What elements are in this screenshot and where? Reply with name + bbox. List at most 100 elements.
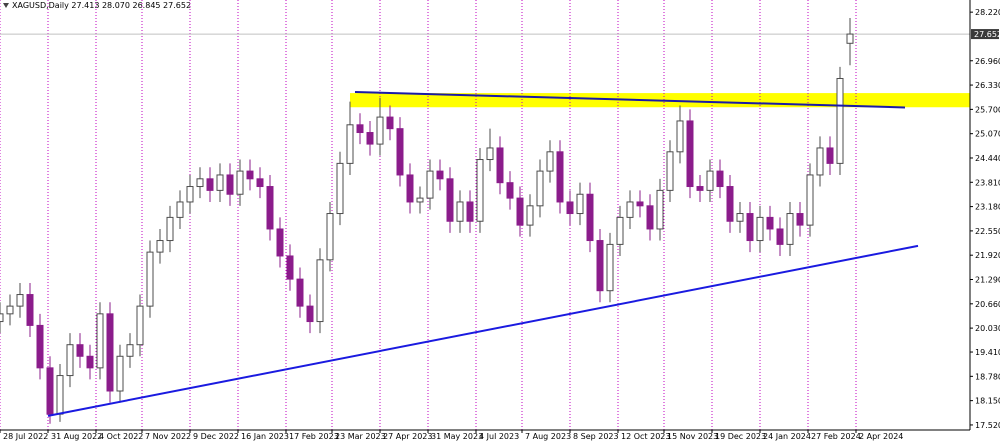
candle-body: [386, 116, 394, 130]
candle-body: [446, 178, 454, 222]
x-tick-label: 31 May 2023: [431, 432, 483, 441]
x-tick-label: 16 Jan 2023: [241, 432, 289, 441]
y-tick-label: 23.810: [975, 178, 1000, 187]
candle-body: [556, 151, 564, 203]
candle-body: [206, 178, 214, 191]
x-tick-label: 9 Dec 2022: [193, 432, 239, 441]
y-tick-label: 21.290: [975, 276, 1000, 285]
candle-body: [436, 170, 444, 180]
candle-body: [316, 259, 324, 323]
x-tick-label: 27 Feb 2024: [811, 432, 861, 441]
candle-body: [476, 159, 484, 222]
candle-body: [736, 213, 744, 222]
candle-body: [286, 255, 294, 280]
trendline: [354, 91, 906, 109]
candle-body: [0, 313, 4, 323]
x-tick-label: 8 Sep 2023: [573, 432, 619, 441]
candle-body: [726, 186, 734, 222]
candle-body: [36, 324, 44, 369]
candle-body: [136, 305, 144, 346]
candle-body: [196, 178, 204, 188]
candle-body: [216, 174, 224, 191]
price-badge-label: 27.652: [974, 30, 1000, 39]
candle-body: [416, 197, 424, 203]
y-tick-label: 22.550: [975, 227, 1000, 236]
candle-body: [276, 228, 284, 257]
candle-body: [716, 170, 724, 188]
candle-body: [356, 124, 364, 134]
candle-body: [806, 174, 814, 226]
candle-body: [426, 170, 434, 199]
candle-body: [846, 33, 854, 44]
candle-body: [246, 170, 254, 180]
price-badge: [971, 29, 999, 40]
x-tick-label: 7 Nov 2022: [145, 432, 191, 441]
y-tick-label: 26.330: [975, 81, 1000, 90]
candle-body: [776, 228, 784, 245]
y-tick-label: 18.780: [975, 372, 1000, 381]
y-tick-label: 25.700: [975, 105, 1000, 114]
candle-body: [646, 205, 654, 230]
candle-body: [226, 174, 234, 195]
trendline: [47, 244, 919, 417]
candle-body: [76, 344, 84, 357]
candle-body: [626, 201, 634, 218]
candle-body: [86, 355, 94, 369]
candle-body: [126, 344, 134, 357]
candle-body: [666, 151, 674, 191]
candle-body: [396, 128, 404, 176]
y-tick-label: 23.180: [975, 203, 1000, 212]
candle-body: [376, 116, 384, 145]
candle-body: [516, 197, 524, 226]
y-tick-label: 21.920: [975, 251, 1000, 260]
x-tick-label: 24 Jan 2024: [763, 432, 811, 441]
candle-body: [456, 201, 464, 222]
candle-body: [636, 201, 644, 207]
y-tick-label: 20.030: [975, 324, 1000, 333]
candle-body: [526, 205, 534, 226]
candle-body: [756, 216, 764, 242]
candle-body: [306, 305, 314, 323]
x-tick-label: 31 Aug 2022: [51, 432, 102, 441]
symbol-icon: [3, 3, 9, 8]
candle-body: [346, 124, 354, 164]
candle-body: [566, 201, 574, 215]
x-tick-label: 12 Oct 2023: [621, 432, 670, 441]
x-tick-label: 4 Oct 2022: [99, 432, 143, 441]
y-tick-label: 20.660: [975, 300, 1000, 309]
candle-body: [106, 313, 114, 392]
candle-body: [536, 170, 544, 207]
y-tick-label: 18.150: [975, 397, 1000, 406]
candle-body: [486, 147, 494, 161]
chart-title: XAGUSD,Daily 27.413 28.070 26.845 27.652: [12, 1, 191, 10]
x-tick-label: 4 Jul 2023: [479, 432, 519, 441]
candle-body: [696, 186, 704, 191]
candle-body: [186, 186, 194, 203]
candle-body: [406, 174, 414, 203]
y-tick-label: 26.960: [975, 57, 1000, 66]
candle-body: [256, 178, 264, 188]
y-tick-label: 25.070: [975, 130, 1000, 139]
x-tick-label: 23 Mar 2023: [335, 432, 386, 441]
candle-body: [296, 278, 304, 307]
candle-body: [616, 216, 624, 245]
candle-body: [176, 201, 184, 218]
x-tick-label: 15 Nov 2023: [667, 432, 718, 441]
candle-body: [16, 294, 24, 307]
candle-body: [26, 294, 34, 326]
candle-body: [546, 151, 554, 172]
candle-body: [56, 375, 64, 415]
candle-body: [6, 305, 14, 315]
candle-body: [746, 213, 754, 242]
candle-body: [706, 170, 714, 191]
x-tick-label: 2 Apr 2024: [859, 432, 903, 441]
candle-body: [266, 186, 274, 230]
y-tick-label: 28.220: [975, 8, 1000, 17]
candle-body: [326, 213, 334, 261]
candle-body: [116, 355, 124, 392]
candle-body: [606, 243, 614, 292]
candle-body: [96, 313, 104, 369]
